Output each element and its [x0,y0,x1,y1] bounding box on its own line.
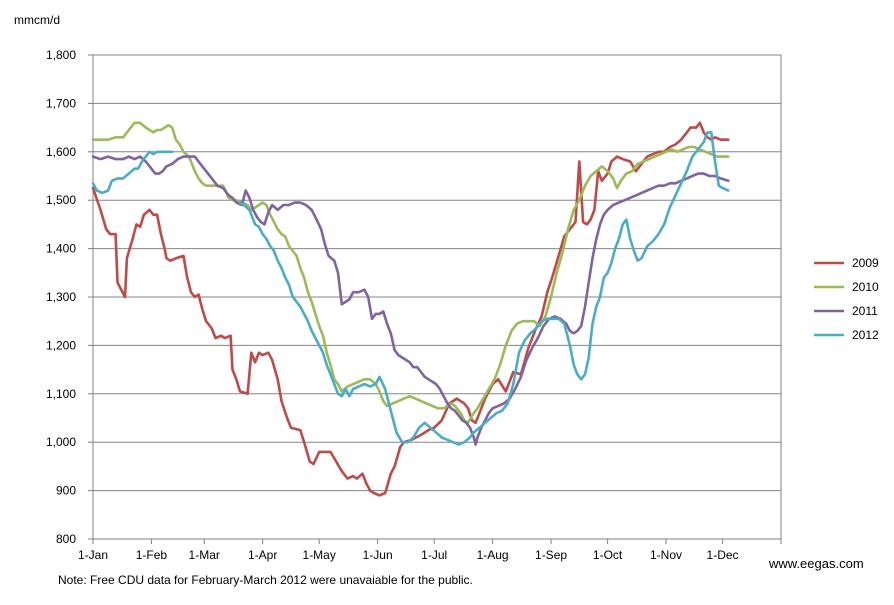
x-tick-label: 1-Oct [593,548,623,562]
x-tick-labels: 1-Jan 1-Feb 1-Mar 1-Apr 1-May 1-Jun 1-Jul 1-Aug… [78,539,782,562]
y-unit-label: mmcm/d [14,13,60,27]
series-line-2012 [91,150,174,195]
series-line-2012 [238,131,730,446]
legend-label: 2012 [852,328,879,342]
y-tick-label: 1,000 [46,435,76,449]
y-tick-label: 900 [56,484,76,498]
y-tick-label: 1,700 [46,96,76,110]
x-tick-label: 1-Dec [707,548,739,562]
x-tick-label: 1-Aug [477,548,509,562]
x-tick-label: 1-Apr [248,548,277,562]
y-tick-label: 1,300 [46,290,76,304]
y-tick-label: 1,100 [46,387,76,401]
footnote: Note: Free CDU data for February-March 2… [58,573,473,587]
x-tick-label: 1-Nov [650,548,682,562]
y-tick-label: 1,200 [46,338,76,352]
legend: 2009 2010 2011 2012 [814,256,879,342]
x-tick-label: 1-Jul [421,548,447,562]
y-tick-label: 1,800 [46,48,76,62]
y-tick-label: 1,600 [46,145,76,159]
gridlines [93,54,781,492]
series-line-2010 [91,121,730,425]
y-tick-label: 800 [56,532,76,546]
series-line-2011 [91,155,730,446]
y-tick-labels: 800 900 1,000 1,100 1,200 1,300 1,400 1,500 1,60… [46,48,93,546]
x-tick-label: 1-May [303,548,336,562]
y-tick-label: 1,500 [46,193,76,207]
x-tick-label: 1-Mar [189,548,220,562]
x-tick-label: 1-Feb [136,548,168,562]
legend-label: 2011 [852,304,878,318]
y-tick-label: 1,400 [46,242,76,256]
series-lines [91,121,730,497]
x-tick-label: 1-Jan [78,548,108,562]
series-line-2009 [91,121,730,497]
legend-label: 2010 [852,280,879,294]
x-tick-label: 1-Jun [363,548,393,562]
source-credit: www.eegas.com [768,556,864,571]
legend-label: 2009 [852,256,879,270]
x-tick-label: 1-Sep [535,548,567,562]
